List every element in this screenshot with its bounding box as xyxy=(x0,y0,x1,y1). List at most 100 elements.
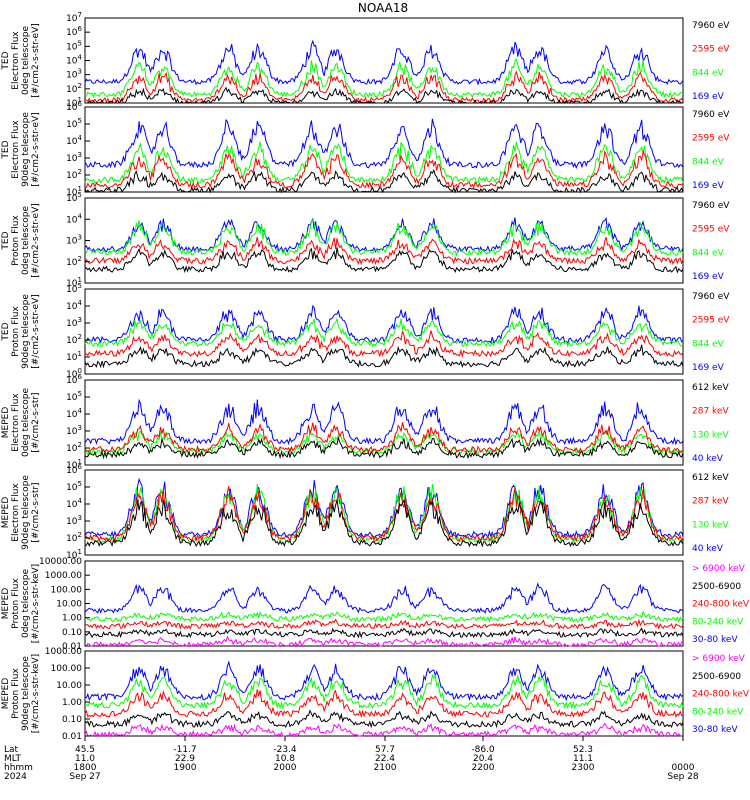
series-844-ev xyxy=(84,58,684,99)
series-844-ev xyxy=(84,318,684,348)
y-tick-label: 0.10 xyxy=(62,628,82,638)
x-tick-label: 0000 xyxy=(672,763,695,773)
chart-title: NOAA18 xyxy=(358,1,408,15)
y-tick-label: 104 xyxy=(66,299,82,312)
y-axis-label-line: [#/cm2-s-str] xyxy=(31,392,41,452)
x-tick-label: 11.1 xyxy=(573,754,593,764)
x-tick-label: 10.8 xyxy=(275,754,295,764)
y-tick-label: 103 xyxy=(66,151,82,164)
x-row-label: 2024 xyxy=(4,772,27,782)
legend-entry: 240-800 keV xyxy=(692,600,750,610)
y-axis-label-line: MEPED xyxy=(1,407,11,439)
x-row-label: MLT xyxy=(4,754,22,764)
legend-entry: 844 eV xyxy=(692,68,725,78)
y-tick-label: 1000.00 xyxy=(45,571,82,581)
y-tick-label: 105 xyxy=(66,390,82,403)
y-tick-label: 104 xyxy=(66,134,82,147)
series-30-80-kev xyxy=(84,660,684,702)
y-tick-label: 10000.00 xyxy=(39,557,82,567)
x-tick-label: Sep 27 xyxy=(69,772,100,782)
y-axis-label-line: Electron Flux xyxy=(11,483,21,542)
series-2595-ev xyxy=(84,70,684,105)
legend-entry: 30-80 keV xyxy=(692,725,738,735)
y-axis-label-line: 0deg telescope xyxy=(21,569,31,639)
y-axis-label-line: [#/cm2-s-str-eV] xyxy=(31,23,41,98)
y-axis-label-line: Proton Flux xyxy=(11,215,21,266)
series-2500-6900 xyxy=(84,627,684,639)
series-287-kev xyxy=(84,422,684,454)
y-axis-label-line: 90deg telescope xyxy=(21,656,31,731)
x-tick-label: 2000 xyxy=(274,763,297,773)
series--6900-kev xyxy=(85,635,684,648)
series-80-240-kev xyxy=(84,610,684,624)
legend-entry: 2500-6900 xyxy=(692,672,741,682)
legend-entry: 7960 eV xyxy=(692,201,730,211)
legend-entry: > 6900 keV xyxy=(692,564,746,574)
x-tick-label: -86.0 xyxy=(471,745,495,755)
panel-meped_p_0: 10000.00 1000.00 100.00 10.00 1.00 0.10 0.01 ME… xyxy=(1,557,750,652)
y-axis-label-line: MEPED xyxy=(1,678,11,710)
legend-entry: 2595 eV xyxy=(692,316,730,326)
y-axis-label-line: 0deg telescope xyxy=(21,26,31,96)
series-7960-ev xyxy=(84,247,684,274)
y-axis-label-line: 0deg telescope xyxy=(21,388,31,458)
series-240-800-kev xyxy=(84,689,684,719)
panel-frame xyxy=(84,650,684,737)
legend-entry: 80-240 keV xyxy=(692,707,744,717)
y-axis-label-line: TED xyxy=(1,51,11,70)
series-30-80-kev xyxy=(84,582,684,614)
y-axis-label-line: 0deg telescope xyxy=(21,206,31,276)
legend-entry: 169 eV xyxy=(692,272,725,282)
panel-frame xyxy=(84,469,684,556)
legend-entry: 169 eV xyxy=(692,181,725,191)
x-tick-label: 1800 xyxy=(74,763,97,773)
x-tick-label: 45.5 xyxy=(75,745,95,755)
y-tick-label: 106 xyxy=(66,25,82,38)
y-tick-label: 101 xyxy=(66,350,82,363)
panel-meped_p_90: 1000.00 100.00 10.00 1.00 0.10 0.01 MEPED Proto… xyxy=(1,647,750,742)
y-axis-label-line: 90deg telescope xyxy=(21,112,31,187)
y-tick-label: 103 xyxy=(66,68,82,81)
legend-entry: 2595 eV xyxy=(692,225,730,235)
y-tick-label: 104 xyxy=(66,212,82,225)
y-tick-label: 105 xyxy=(66,117,82,130)
legend-entry: 7960 eV xyxy=(692,292,730,302)
series-287-kev xyxy=(84,486,684,543)
y-axis-label-line: [#/cm2-s-str] xyxy=(31,482,41,542)
legend-entry: 40 keV xyxy=(692,544,724,554)
y-axis-label-line: Electron Flux xyxy=(11,31,21,90)
x-tick-label: -11.7 xyxy=(173,745,196,755)
y-axis-label-line: [#/cm2-s-str-keV] xyxy=(31,654,41,733)
legend-entry: 2595 eV xyxy=(692,134,730,144)
y-axis-label-line: TED xyxy=(1,231,11,250)
legend-entry: 130 keV xyxy=(692,430,729,440)
legend-entry: 169 eV xyxy=(692,92,725,102)
y-axis-label-line: [#/cm2-s-str-eV] xyxy=(31,112,41,187)
series-2595-ev xyxy=(84,149,684,190)
legend-entry: 30-80 keV xyxy=(692,635,738,645)
y-tick-label: 1.00 xyxy=(62,614,82,624)
y-tick-label: 100.00 xyxy=(51,664,83,674)
y-axis-label-line: TED xyxy=(1,140,11,159)
x-tick-label: 22.4 xyxy=(375,754,395,764)
y-axis-label-line: Electron Flux xyxy=(11,393,21,452)
series-80-240-kev xyxy=(84,674,684,710)
y-axis-label-line: Proton Flux xyxy=(11,306,21,357)
y-tick-label: 104 xyxy=(66,54,82,67)
y-tick-label: 0.10 xyxy=(62,715,82,725)
y-tick-label: 105 xyxy=(66,39,82,52)
y-tick-label: 104 xyxy=(66,497,82,510)
y-axis-label-line: [#/cm2-s-str-keV] xyxy=(31,564,41,643)
series-612-kev xyxy=(84,498,684,548)
y-tick-label: 103 xyxy=(66,234,82,247)
series-2595-ev xyxy=(84,330,684,359)
panel-frame xyxy=(84,379,684,466)
legend-entry: 844 eV xyxy=(692,339,725,349)
y-axis-label-line: MEPED xyxy=(1,497,11,529)
y-tick-label: 103 xyxy=(66,424,82,437)
y-tick-label: 102 xyxy=(66,441,82,454)
